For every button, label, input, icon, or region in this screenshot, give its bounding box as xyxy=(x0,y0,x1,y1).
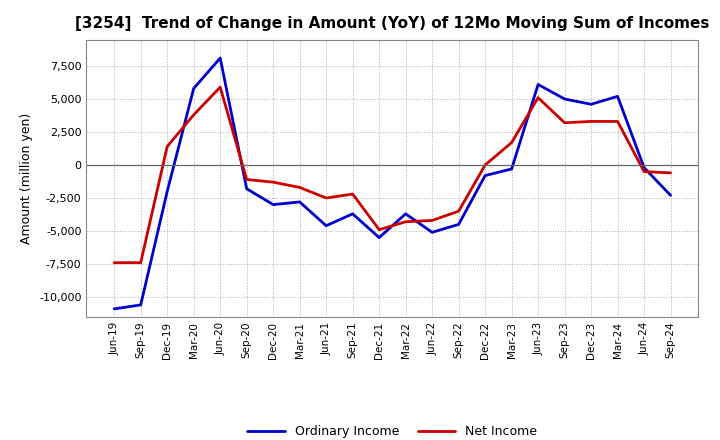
Title: [3254]  Trend of Change in Amount (YoY) of 12Mo Moving Sum of Incomes: [3254] Trend of Change in Amount (YoY) o… xyxy=(75,16,710,32)
Ordinary Income xyxy=(454,222,463,227)
Net Income xyxy=(110,260,119,265)
Ordinary Income xyxy=(348,211,357,216)
Ordinary Income xyxy=(322,223,330,228)
Line: Ordinary Income: Ordinary Income xyxy=(114,58,670,309)
Ordinary Income xyxy=(534,82,542,87)
Ordinary Income xyxy=(269,202,277,207)
Net Income xyxy=(534,95,542,100)
Net Income xyxy=(322,195,330,201)
Ordinary Income xyxy=(428,230,436,235)
Net Income xyxy=(508,140,516,145)
Ordinary Income xyxy=(136,302,145,308)
Net Income xyxy=(613,119,622,124)
Line: Net Income: Net Income xyxy=(114,87,670,263)
Ordinary Income xyxy=(243,186,251,191)
Net Income xyxy=(216,84,225,90)
Net Income xyxy=(428,218,436,223)
Ordinary Income xyxy=(508,166,516,172)
Ordinary Income xyxy=(587,102,595,107)
Net Income xyxy=(454,209,463,214)
Net Income xyxy=(136,260,145,265)
Y-axis label: Amount (million yen): Amount (million yen) xyxy=(20,113,34,244)
Net Income xyxy=(189,112,198,117)
Net Income xyxy=(269,180,277,185)
Ordinary Income xyxy=(560,96,569,102)
Legend: Ordinary Income, Net Income: Ordinary Income, Net Income xyxy=(243,420,542,440)
Net Income xyxy=(348,191,357,197)
Ordinary Income xyxy=(375,235,384,240)
Ordinary Income xyxy=(163,189,171,194)
Ordinary Income xyxy=(295,199,304,205)
Net Income xyxy=(587,119,595,124)
Ordinary Income xyxy=(481,173,490,178)
Net Income xyxy=(666,170,675,176)
Net Income xyxy=(163,144,171,149)
Ordinary Income xyxy=(666,193,675,198)
Net Income xyxy=(481,162,490,168)
Ordinary Income xyxy=(110,306,119,312)
Net Income xyxy=(640,169,649,174)
Net Income xyxy=(375,227,384,232)
Net Income xyxy=(401,219,410,224)
Net Income xyxy=(295,185,304,190)
Ordinary Income xyxy=(216,55,225,61)
Ordinary Income xyxy=(401,211,410,216)
Ordinary Income xyxy=(613,94,622,99)
Ordinary Income xyxy=(640,165,649,170)
Ordinary Income xyxy=(189,86,198,91)
Net Income xyxy=(560,120,569,125)
Net Income xyxy=(243,177,251,182)
